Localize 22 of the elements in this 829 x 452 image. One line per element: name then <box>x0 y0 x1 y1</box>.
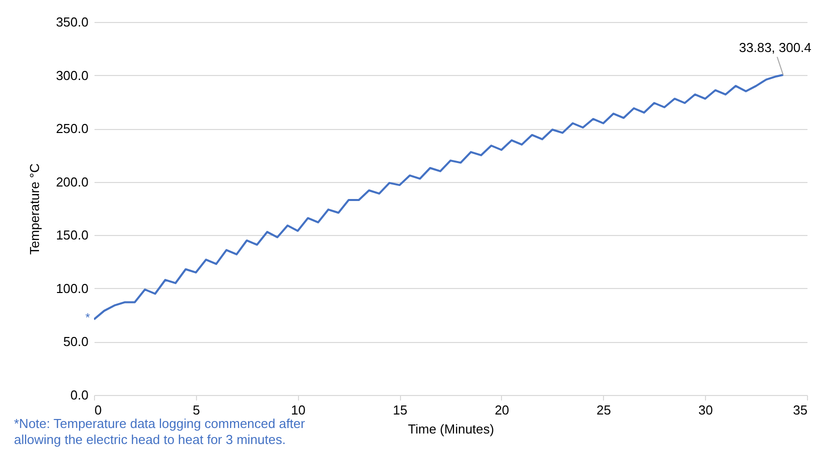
y-tick-label: 0.0 <box>70 388 88 402</box>
y-tick-label: 200.0 <box>56 174 88 190</box>
y-tick-label: 300.0 <box>56 68 88 83</box>
x-tick-label: 15 <box>392 402 408 418</box>
x-tick-label: 35 <box>793 402 808 418</box>
y-axis-title: Temperature °C <box>26 163 42 255</box>
x-tick-label: 25 <box>596 402 612 418</box>
y-tick-label: 150.0 <box>56 228 88 243</box>
y-tick-label: 100.0 <box>56 280 88 296</box>
x-tick-label: 5 <box>192 402 200 418</box>
text: *Note: Temperature data logging commenced after allowing the electric head to heat for 3 minutes. <box>14 416 306 448</box>
annotation: 33.83, 300.4 <box>739 40 812 55</box>
y-tick-label: 50.0 <box>63 334 88 350</box>
line-series <box>94 74 784 320</box>
y-tick-label: 250.0 <box>56 121 88 136</box>
y-tick-label: 350.0 <box>56 14 88 30</box>
x-tick-label: 0 <box>94 402 102 418</box>
x-tick-label: 10 <box>290 402 306 418</box>
x-tick-label: 30 <box>698 402 713 418</box>
annotation: * <box>85 310 90 324</box>
x-tick-label: 20 <box>494 402 510 418</box>
x-axis-title: Time (Minutes) <box>408 422 494 436</box>
